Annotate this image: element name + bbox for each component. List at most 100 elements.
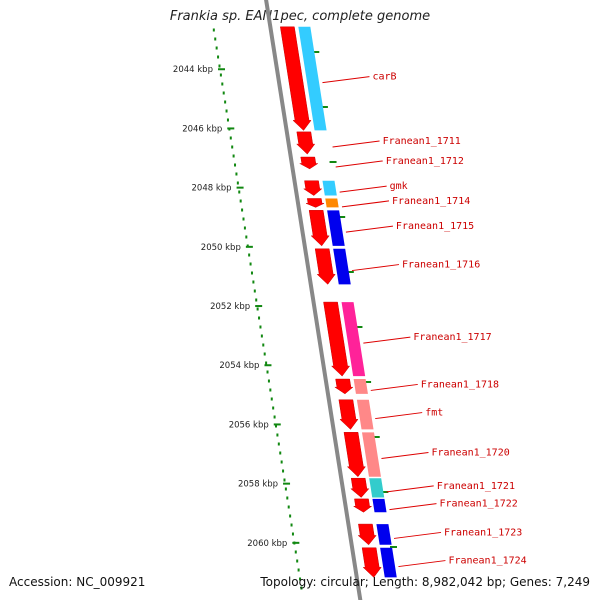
label-leader	[345, 225, 393, 233]
scale-dot	[272, 406, 275, 410]
gene-label: Franean1_1711	[383, 136, 461, 147]
backbone-line	[264, 0, 363, 600]
gene-label: Franean1_1721	[437, 481, 515, 492]
scale-dot	[219, 73, 222, 77]
scale-dot	[224, 100, 227, 104]
scale-tick-label: 2044 kbp	[173, 65, 213, 75]
scale-tick-label: 2048 kbp	[192, 184, 232, 194]
scale-dot	[273, 415, 276, 419]
cog-block	[327, 210, 345, 246]
cog-block	[369, 478, 385, 498]
gene-label: Franean1_1724	[448, 556, 526, 567]
scale-dot	[290, 523, 293, 527]
scale-dot	[294, 550, 297, 554]
scale-dot	[284, 487, 287, 491]
map-title: Frankia sp. EAN1pec, complete genome	[169, 9, 431, 24]
scale-dot	[212, 28, 215, 32]
scale-dot	[266, 370, 269, 374]
gene-label: fmt	[425, 408, 443, 419]
label-leader	[363, 336, 411, 344]
cog-block	[298, 26, 327, 131]
scale-dot	[282, 469, 285, 473]
scale-dot	[226, 118, 229, 122]
label-leader	[381, 452, 429, 460]
scale-dot	[289, 514, 292, 518]
scale-tick-label: 2058 kbp	[238, 480, 278, 490]
gene-arrow	[280, 26, 312, 131]
scale-dot	[241, 208, 244, 212]
gene-arrow	[361, 547, 382, 578]
genome-backbone	[264, 0, 363, 600]
scale-dot	[239, 199, 242, 203]
cog-block	[372, 498, 387, 513]
scale-dot	[270, 397, 273, 401]
scale-tick-label: 2056 kbp	[229, 420, 269, 430]
scale-dot	[279, 451, 282, 455]
cog-block	[333, 248, 351, 285]
scale-dot	[276, 433, 279, 437]
label-leader	[370, 383, 418, 391]
scale-dot	[238, 190, 241, 194]
cog-block	[356, 399, 374, 430]
gene-arrow	[314, 248, 336, 285]
cog-block	[380, 547, 397, 578]
cog-track	[298, 26, 397, 578]
gene-arrow	[305, 198, 325, 208]
scale-dot	[218, 64, 221, 68]
gene-arrow	[323, 301, 351, 377]
scale-dot	[242, 217, 245, 221]
cog-block	[361, 432, 381, 477]
gene-label: carB	[372, 72, 396, 83]
gene-arrow	[299, 156, 319, 170]
label-leader	[339, 185, 387, 193]
scale-tick-label: 2046 kbp	[182, 124, 222, 134]
scale-dot	[231, 145, 234, 149]
label-leader	[386, 485, 434, 493]
cog-block	[353, 379, 368, 394]
scale-dot	[236, 181, 239, 185]
gene-arrow	[338, 399, 359, 430]
scale-dot	[280, 460, 283, 464]
cog-block	[341, 302, 366, 377]
scale-dot	[243, 226, 246, 230]
label-leader	[335, 160, 383, 168]
scale-tick-label: 2050 kbp	[201, 243, 241, 253]
cog-block	[325, 198, 339, 208]
scale-dot	[265, 361, 268, 365]
scale-dot	[214, 37, 217, 41]
scale-dot	[259, 325, 262, 329]
label-leaders	[322, 76, 446, 568]
label-leader	[393, 531, 442, 539]
gene-label: Franean1_1714	[392, 196, 470, 207]
scale-dot	[263, 352, 266, 356]
scale-dot	[232, 154, 235, 158]
cog-block	[376, 524, 392, 545]
label-leader	[341, 200, 390, 208]
scale-dot	[255, 298, 258, 302]
scale-dot	[256, 307, 259, 311]
gene-label: Franean1_1720	[431, 448, 509, 459]
scale-dot	[248, 253, 251, 257]
scale-dot	[217, 55, 220, 59]
scale-dot	[269, 388, 272, 392]
gene-label: Franean1_1722	[439, 499, 517, 510]
scale-dot	[283, 478, 286, 482]
scale-dot	[297, 568, 300, 572]
gene-arrow	[334, 378, 354, 395]
scale-dots	[212, 28, 303, 590]
scale-dot	[249, 262, 252, 266]
gene-arrow	[343, 432, 366, 478]
label-leader	[389, 503, 437, 511]
scale-dot	[221, 82, 224, 86]
scale-dot	[262, 343, 265, 347]
label-leader	[332, 140, 380, 148]
scale-dot	[222, 91, 225, 95]
scale-dot	[250, 271, 253, 275]
gene-arrow	[308, 210, 330, 247]
scale-dot	[234, 163, 237, 167]
scale-dot	[299, 577, 302, 581]
gene-label: gmk	[390, 181, 408, 192]
scale-dot	[253, 289, 256, 293]
gene-label: Franean1_1717	[413, 332, 491, 343]
